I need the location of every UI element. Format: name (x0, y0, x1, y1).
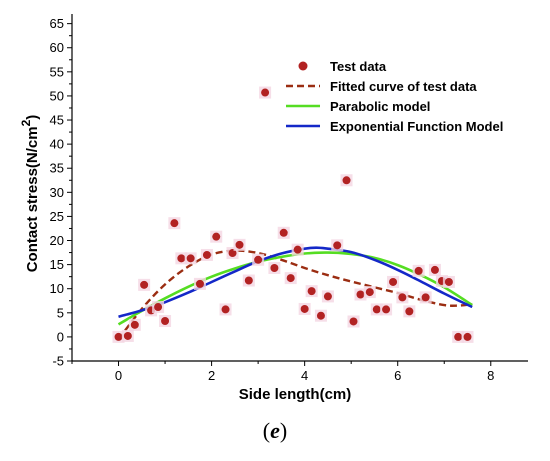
axes: -5 0 5 10 15 20 25 30 35 40 45 50 55 60 65 0 2 4 6 8 (50, 14, 528, 383)
data-point (307, 287, 316, 296)
data-point (114, 332, 123, 341)
y-tick-label: 10 (50, 281, 64, 296)
legend-label: Fitted curve of test data (330, 79, 477, 94)
data-point (389, 277, 398, 286)
data-point (286, 274, 295, 283)
x-tick-label: 6 (394, 368, 401, 383)
caption-open: ( (262, 418, 271, 443)
data-point (261, 88, 270, 97)
x-axis-title: Side length(cm) (239, 386, 352, 403)
y-tick-label: -5 (52, 354, 64, 369)
data-point (454, 332, 463, 341)
data-point (186, 254, 195, 263)
data-point (382, 305, 391, 314)
data-point (244, 276, 253, 285)
x-tick-label: 0 (115, 368, 122, 383)
legend: Test data Fitted curve of test data Parabo… (286, 59, 503, 134)
y-tick-label: 30 (50, 185, 64, 200)
y-tick-label: 35 (50, 161, 64, 176)
series-layer (112, 86, 474, 343)
data-point (279, 228, 288, 237)
data-point (270, 263, 279, 272)
data-point (356, 290, 365, 299)
x-tick-label: 8 (487, 368, 494, 383)
data-point (123, 331, 132, 340)
data-point (154, 303, 163, 312)
data-point (161, 316, 170, 325)
data-point (405, 307, 414, 316)
series-line-1 (117, 249, 473, 341)
y-tick-label: 15 (50, 257, 64, 272)
legend-label: Exponential Function Model (330, 119, 503, 134)
y-axis-title-superscript: 2 (19, 119, 33, 126)
y-tick-label: 65 (50, 16, 64, 31)
figure-caption: (e) (0, 418, 550, 444)
data-point (342, 176, 351, 185)
data-point (372, 305, 381, 314)
data-point (463, 332, 472, 341)
data-point (177, 254, 186, 263)
data-point (195, 279, 204, 288)
data-point (333, 241, 342, 250)
y-tick-label: 40 (50, 137, 64, 152)
caption-letter: e (270, 418, 280, 443)
data-point (235, 240, 244, 249)
data-point (414, 266, 423, 275)
y-tick-label: 0 (57, 329, 64, 344)
legend-marker (298, 61, 308, 71)
y-tick-label: 55 (50, 64, 64, 79)
series-line-2 (117, 251, 473, 326)
x-tick-label: 2 (208, 368, 215, 383)
data-point (365, 288, 374, 297)
x-tick-label: 4 (301, 368, 308, 383)
data-point (293, 245, 302, 254)
data-point (444, 277, 453, 286)
data-point (212, 232, 221, 241)
data-point (140, 280, 149, 289)
data-point (300, 304, 309, 313)
y-tick-label: 5 (57, 305, 64, 320)
data-point (130, 320, 139, 329)
legend-label: Parabolic model (330, 99, 430, 114)
data-point (349, 317, 358, 326)
data-point (254, 255, 263, 264)
y-axis-title-main: Contact stress(N/cm (24, 126, 41, 272)
y-tick-label: 20 (50, 233, 64, 248)
y-tick-label: 25 (50, 209, 64, 224)
series-line-3 (118, 246, 473, 318)
y-axis-title: Contact stress(N/cm2) (19, 115, 41, 273)
data-point (323, 292, 332, 301)
data-point (202, 250, 211, 259)
data-point (421, 293, 430, 302)
data-point (228, 249, 237, 258)
data-point (221, 305, 230, 314)
data-point (430, 265, 439, 274)
y-tick-label: 60 (50, 40, 64, 55)
caption-close: ) (279, 418, 288, 443)
data-point (316, 311, 325, 320)
legend-label: Test data (330, 59, 387, 74)
y-axis-title-close: ) (24, 115, 41, 120)
data-point (398, 293, 407, 302)
data-point (170, 219, 179, 228)
y-tick-label: 45 (50, 113, 64, 128)
y-tick-label: 50 (50, 88, 64, 103)
